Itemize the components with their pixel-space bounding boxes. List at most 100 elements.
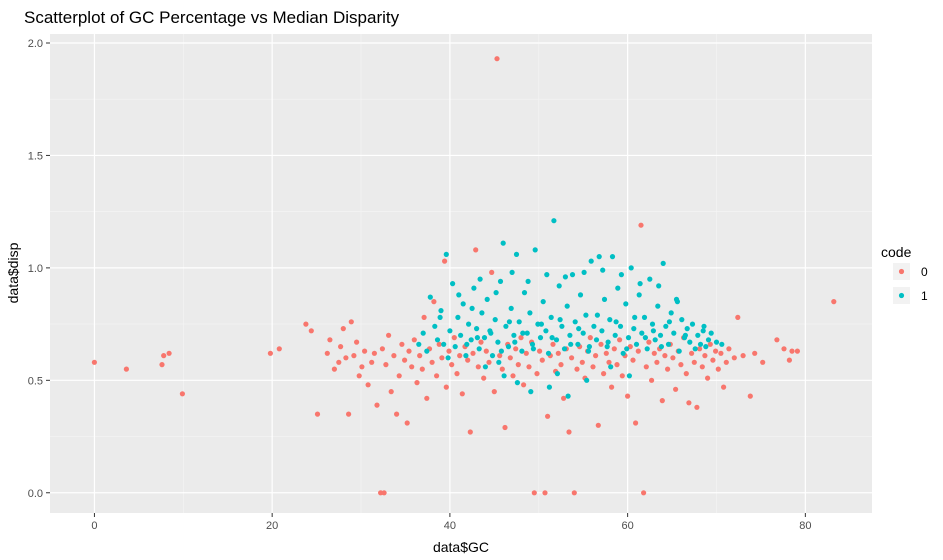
point-code-0	[406, 348, 412, 354]
point-code-1	[508, 305, 514, 311]
point-code-0	[606, 359, 612, 365]
point-code-1	[551, 218, 557, 224]
point-code-1	[600, 267, 606, 273]
point-code-0	[513, 346, 519, 352]
point-code-1	[594, 312, 601, 318]
point-code-0	[348, 319, 354, 325]
point-code-0	[715, 366, 721, 372]
point-code-1	[565, 393, 571, 399]
point-code-1	[650, 328, 657, 334]
point-code-0	[707, 341, 713, 347]
point-code-0	[338, 344, 344, 350]
point-code-0	[555, 350, 561, 356]
point-code-0	[379, 346, 385, 352]
point-code-0	[91, 359, 97, 365]
point-code-1	[695, 332, 701, 338]
point-code-0	[365, 382, 371, 388]
point-code-1	[500, 240, 506, 246]
x-tick-label: 60	[621, 520, 633, 532]
point-code-0	[786, 357, 793, 363]
point-code-0	[625, 393, 631, 399]
x-axis: 0 20 40 60 80	[91, 513, 811, 532]
point-code-0	[699, 364, 705, 370]
point-code-0	[705, 375, 711, 381]
point-code-0	[449, 362, 455, 368]
point-code-1	[479, 310, 485, 316]
point-code-1	[637, 281, 643, 287]
point-code-0	[740, 353, 746, 359]
point-code-1	[524, 330, 530, 336]
point-code-1	[438, 308, 444, 314]
point-code-0	[595, 422, 601, 428]
point-code-0	[343, 355, 349, 361]
legend-dot-0	[898, 268, 905, 275]
point-code-1	[624, 346, 630, 352]
y-axis: 0.0 0.5 1.0 1.5 2.0	[28, 38, 50, 500]
point-code-1	[593, 337, 600, 343]
point-code-0	[542, 490, 548, 496]
point-code-1	[618, 272, 625, 278]
point-code-0	[465, 357, 471, 363]
point-code-0	[388, 389, 394, 395]
point-code-0	[718, 350, 724, 356]
point-code-1	[540, 299, 546, 305]
point-code-0	[673, 386, 679, 392]
point-code-0	[643, 364, 649, 370]
point-code-1	[538, 321, 545, 327]
point-code-0	[442, 258, 448, 264]
point-code-0	[159, 362, 165, 368]
point-code-1	[617, 323, 624, 329]
point-code-0	[446, 348, 452, 354]
point-code-1	[601, 296, 608, 302]
point-code-0	[638, 222, 644, 228]
point-code-1	[452, 344, 458, 350]
point-code-0	[665, 366, 671, 372]
point-code-0	[391, 353, 397, 359]
major-gridlines	[50, 34, 872, 513]
point-code-0	[374, 402, 380, 408]
point-code-0	[590, 364, 596, 370]
point-code-1	[623, 301, 629, 307]
point-code-0	[434, 373, 440, 379]
point-code-0	[731, 355, 737, 361]
point-code-1	[575, 341, 581, 347]
point-code-0	[396, 373, 402, 379]
point-code-1	[703, 344, 709, 350]
y-tick-label: 0.5	[28, 375, 43, 387]
point-code-0	[502, 424, 508, 431]
point-code-1	[649, 321, 656, 327]
point-code-1	[471, 285, 477, 291]
point-code-0	[491, 389, 497, 395]
legend-label-1: 1	[921, 289, 928, 303]
point-code-0	[574, 366, 580, 372]
point-code-1	[530, 346, 537, 352]
point-code-0	[439, 355, 445, 361]
point-code-0	[486, 359, 492, 365]
point-code-0	[619, 373, 625, 379]
point-code-0	[354, 339, 360, 345]
x-tick-label: 0	[91, 520, 97, 532]
point-code-0	[691, 359, 697, 365]
point-code-0	[697, 346, 703, 352]
point-code-0	[459, 391, 465, 397]
point-code-0	[518, 335, 524, 341]
point-code-0	[394, 411, 400, 417]
point-code-1	[631, 326, 637, 332]
point-code-1	[692, 346, 698, 352]
point-code-0	[654, 359, 660, 365]
point-code-0	[381, 490, 387, 496]
point-code-0	[831, 299, 837, 305]
point-code-1	[506, 319, 512, 325]
point-code-0	[579, 359, 585, 365]
point-code-0	[314, 411, 321, 417]
point-code-1	[583, 312, 589, 318]
point-code-1	[657, 332, 664, 338]
point-code-0	[431, 299, 437, 305]
point-code-0	[587, 335, 593, 341]
point-code-0	[303, 321, 309, 327]
point-code-0	[558, 362, 564, 368]
point-code-1	[684, 326, 690, 332]
point-code-1	[591, 323, 597, 329]
point-code-1	[572, 319, 578, 325]
point-code-0	[614, 362, 620, 368]
